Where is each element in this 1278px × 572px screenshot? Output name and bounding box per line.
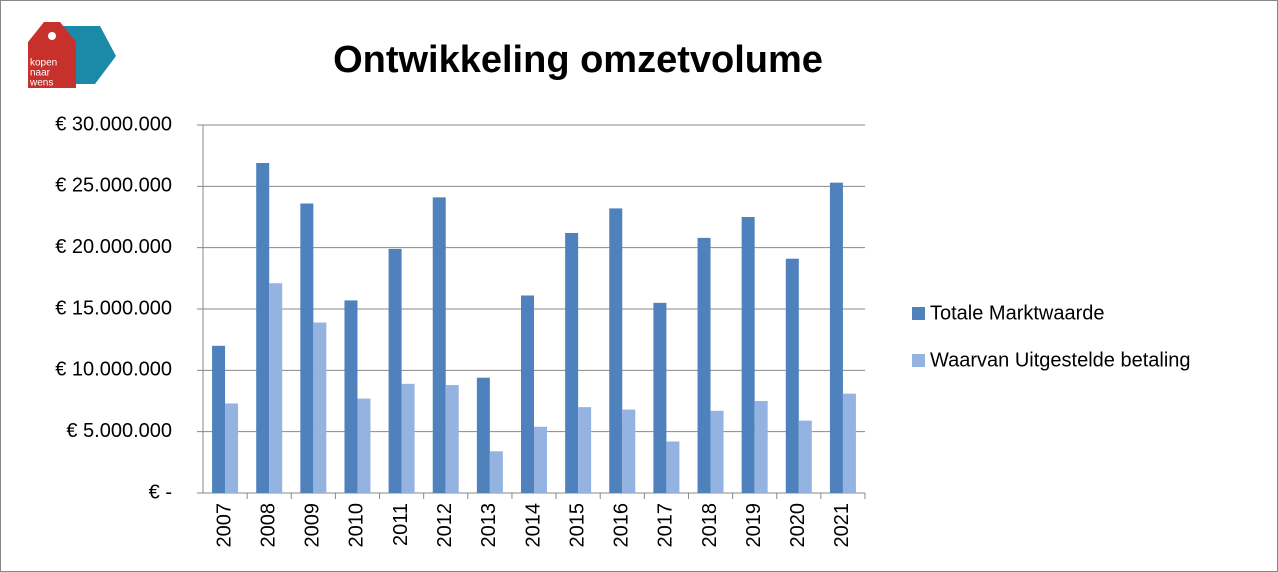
bar xyxy=(432,197,446,493)
bar xyxy=(829,182,843,494)
bar xyxy=(666,441,680,493)
legend-label: Waarvan Uitgestelde betaling xyxy=(930,349,1191,371)
bar xyxy=(842,393,856,493)
bar xyxy=(269,283,283,493)
y-tick-label: € 15.000.000 xyxy=(55,297,172,319)
x-tick-label: 2017 xyxy=(655,503,677,548)
logo-text: wens xyxy=(29,78,53,89)
x-tick-label: 2015 xyxy=(566,503,588,548)
bar xyxy=(256,163,270,493)
bar xyxy=(785,258,799,493)
x-tick-label: 2007 xyxy=(213,503,235,548)
x-tick-label: 2008 xyxy=(257,503,279,548)
bar xyxy=(798,420,812,493)
bar xyxy=(697,237,711,493)
x-tick-label: 2018 xyxy=(699,503,721,548)
x-tick-label: 2012 xyxy=(434,503,456,548)
y-tick-label: € 5.000.000 xyxy=(66,420,172,442)
bar xyxy=(622,409,636,493)
bar xyxy=(710,410,724,493)
x-tick-label: 2019 xyxy=(743,503,765,548)
bar xyxy=(388,248,402,493)
logo: kopen naar wens xyxy=(28,22,116,89)
bar xyxy=(357,398,371,493)
y-tick-label: € 25.000.000 xyxy=(55,175,172,197)
y-tick-label: € - xyxy=(149,481,172,503)
logo-text: naar xyxy=(30,68,51,79)
bar xyxy=(313,322,327,493)
bar xyxy=(534,426,547,493)
bar xyxy=(565,232,579,494)
x-tick-label: 2011 xyxy=(390,503,412,546)
bar xyxy=(741,217,755,493)
x-tick-label: 2009 xyxy=(302,503,324,548)
x-tick-label: 2021 xyxy=(831,503,853,548)
bar xyxy=(445,385,459,493)
x-tick-label: 2013 xyxy=(478,503,500,548)
chart-title: Ontwikkeling omzetvolume xyxy=(333,39,823,81)
bar xyxy=(212,345,226,493)
bar xyxy=(225,403,239,493)
x-tick-label: 2014 xyxy=(522,503,544,548)
y-tick-label: € 20.000.000 xyxy=(55,236,172,258)
legend-label: Totale Marktwaarde xyxy=(930,302,1105,324)
bar xyxy=(609,208,623,493)
bar xyxy=(578,407,592,493)
bar xyxy=(344,300,358,493)
bar xyxy=(489,451,503,493)
y-tick-label: € 30.000.000 xyxy=(55,113,172,135)
x-tick-label: 2016 xyxy=(611,503,633,548)
bar xyxy=(401,383,415,493)
legend-swatch xyxy=(912,307,925,320)
bar xyxy=(653,302,667,493)
bar xyxy=(521,295,534,493)
logo-text: kopen xyxy=(30,58,57,69)
bar xyxy=(300,203,314,494)
x-tick-label: 2010 xyxy=(346,503,368,548)
bar xyxy=(754,401,768,493)
y-tick-label: € 10.000.000 xyxy=(55,359,172,381)
x-tick-label: 2020 xyxy=(787,503,809,548)
legend-swatch xyxy=(912,354,925,367)
bar xyxy=(476,377,490,493)
